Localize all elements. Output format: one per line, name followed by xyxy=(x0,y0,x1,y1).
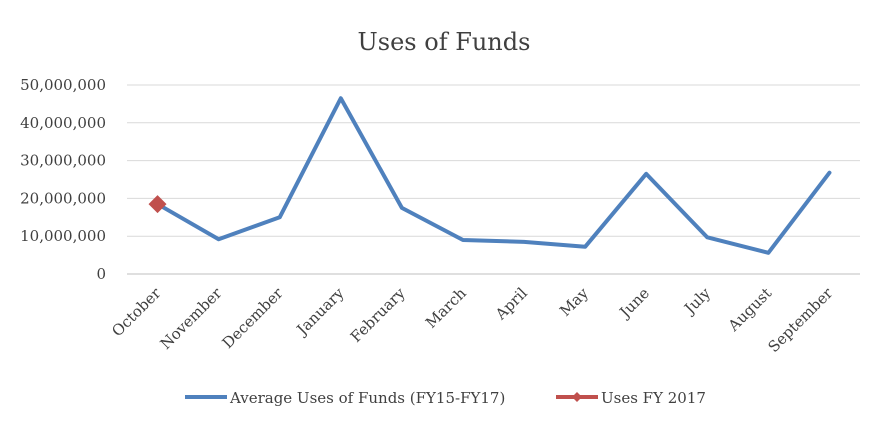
x-tick-label: April xyxy=(491,284,531,324)
y-axis-tick-labels: 0 10,000,000 20,000,000 30,000,000 40,000,00… xyxy=(20,76,106,283)
x-tick-label: December xyxy=(219,284,288,353)
y-tick-label: 50,000,000 xyxy=(20,76,106,94)
data-point-marker xyxy=(148,195,167,214)
gridlines xyxy=(127,84,860,275)
y-tick-label: 20,000,000 xyxy=(20,189,106,207)
y-tick-label: 0 xyxy=(96,265,106,283)
y-tick-label: 30,000,000 xyxy=(20,152,106,170)
x-tick-label: January xyxy=(292,284,348,340)
x-tick-label: July xyxy=(680,284,715,319)
legend-label: Uses FY 2017 xyxy=(601,389,706,407)
legend: Average Uses of Funds (FY15-FY17) Uses FY… xyxy=(185,389,706,407)
x-tick-label: March xyxy=(422,284,470,332)
series-layer xyxy=(148,96,832,255)
x-tick-label: February xyxy=(347,284,409,346)
x-tick-label: October xyxy=(108,284,165,341)
x-tick-label: June xyxy=(615,284,653,322)
x-tick-label: August xyxy=(724,284,775,335)
y-tick-label: 10,000,000 xyxy=(20,227,106,245)
legend-marker xyxy=(572,392,582,402)
x-tick-label: September xyxy=(764,284,836,356)
x-tick-label: May xyxy=(556,284,592,320)
y-tick-label: 40,000,000 xyxy=(20,114,106,132)
x-tick-label: November xyxy=(157,284,226,353)
series-line-0 xyxy=(155,96,832,255)
legend-label: Average Uses of Funds (FY15-FY17) xyxy=(229,389,505,407)
chart-title: Uses of Funds xyxy=(358,28,531,56)
